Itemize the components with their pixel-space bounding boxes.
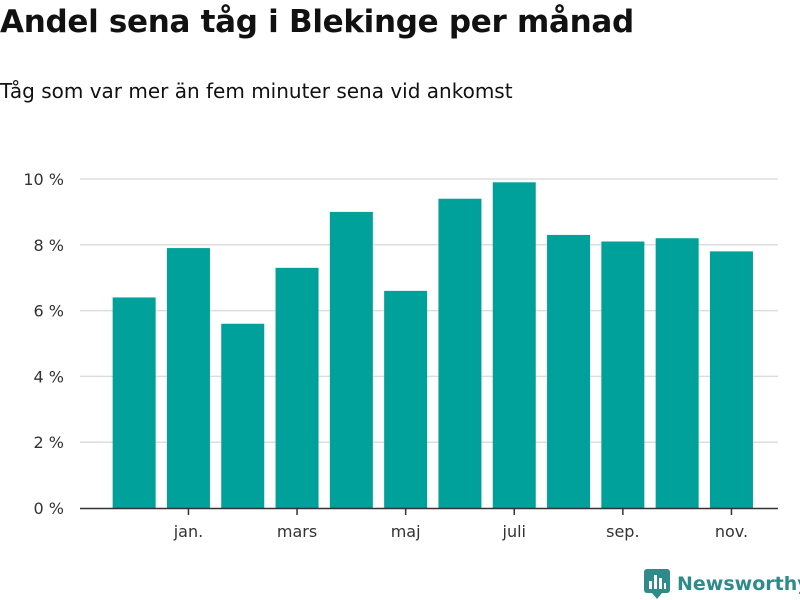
- y-tick-label: 10 %: [23, 170, 64, 189]
- chart-title: Andel sena tåg i Blekinge per månad: [0, 4, 634, 40]
- x-tick-label: mars: [277, 522, 317, 541]
- x-tick-label: nov.: [715, 522, 748, 541]
- bar-okt: [655, 238, 699, 508]
- y-tick-label: 6 %: [34, 302, 64, 321]
- x-tick-label: sep.: [606, 522, 639, 541]
- bar-chart: 0 % 2 % 4 % 6 % 8 % 10 % jan. mars maj juli sep. no…: [23, 170, 778, 541]
- newsworthy-chart-icon: [644, 569, 670, 599]
- y-tick-label: 2 %: [34, 433, 64, 452]
- y-tick-label: 8 %: [34, 236, 64, 255]
- bar-juni: [438, 198, 482, 509]
- y-tick-label: 0 %: [34, 499, 64, 518]
- bar-jan: [166, 248, 210, 508]
- newsworthy-logo: Newsworthy: [644, 568, 800, 600]
- bar-dec: [112, 297, 156, 508]
- bar-maj: [384, 290, 428, 508]
- y-tick-label: 4 %: [34, 367, 64, 386]
- chart-subtitle: Tåg som var mer än fem minuter sena vid …: [0, 79, 513, 103]
- bar-apr: [329, 211, 373, 508]
- x-tick-label: maj: [391, 522, 421, 541]
- axes: 0 % 2 % 4 % 6 % 8 % 10 % jan. mars maj juli sep. no…: [23, 170, 778, 541]
- bar-series: [112, 182, 753, 509]
- bar-sep: [601, 241, 645, 508]
- bar-juli: [492, 182, 536, 509]
- brand-name: Newsworthy: [677, 573, 800, 595]
- x-tick-label: jan.: [173, 522, 203, 541]
- bar-aug: [547, 234, 591, 508]
- bar-nov: [709, 251, 753, 508]
- bar-mars: [275, 267, 319, 508]
- x-tick-label: juli: [502, 522, 526, 541]
- bar-feb: [221, 323, 265, 508]
